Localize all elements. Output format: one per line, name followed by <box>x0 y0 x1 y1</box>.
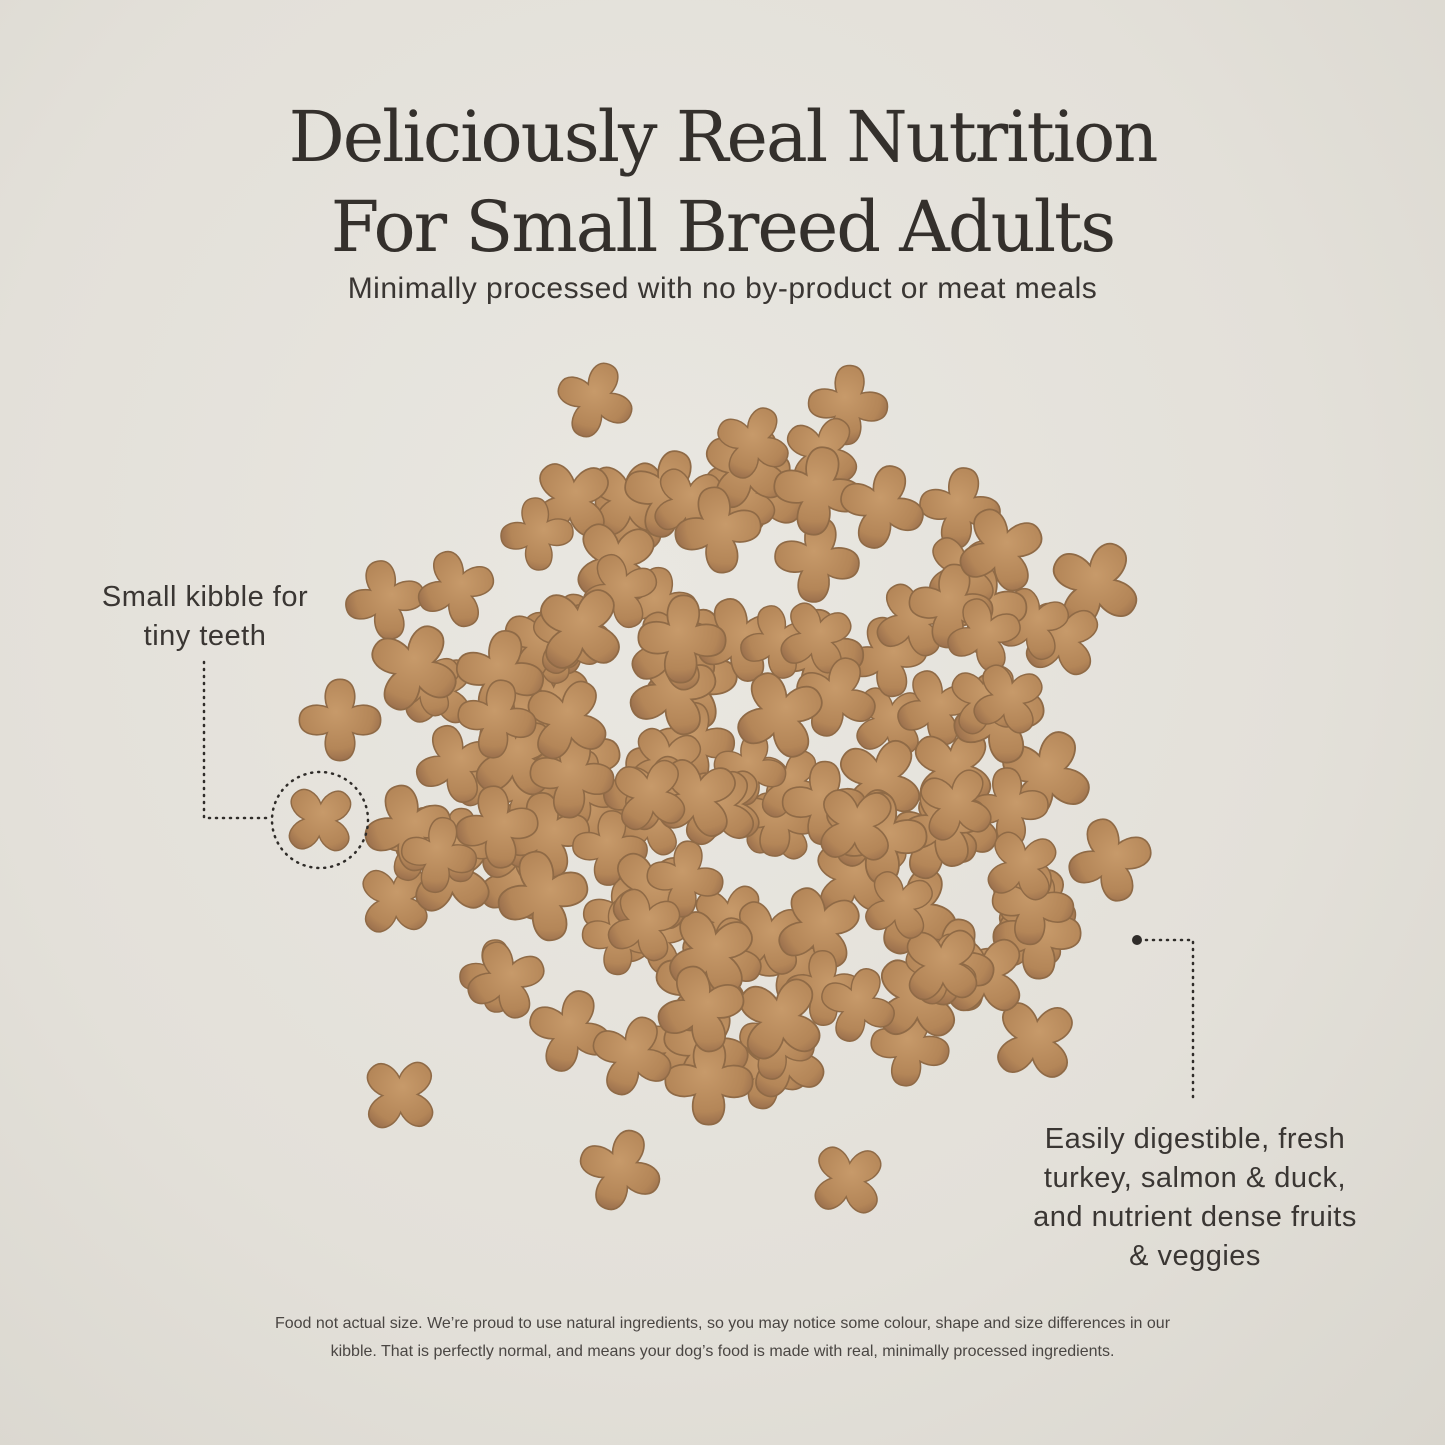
headline-line-1: Deliciously Real Nutrition <box>288 96 1159 178</box>
subtitle: Minimally processed with no by-product o… <box>347 272 1098 305</box>
callout-text: and nutrient dense fruits <box>1033 1201 1357 1233</box>
disclaimer-line-2: kibble. That is perfectly normal, and me… <box>330 1343 1115 1360</box>
callout-text: Small kibble for <box>101 581 309 613</box>
right-callout-leader-line <box>1144 938 1195 1102</box>
kibble-piece <box>544 349 646 451</box>
kibble-piece <box>343 1038 457 1152</box>
callout-text: & veggies <box>1129 1240 1261 1272</box>
headline: Deliciously Real Nutrition For Small Bre… <box>0 92 1445 272</box>
callout-text: Easily digestible, fresh <box>1044 1123 1346 1155</box>
highlight-circle <box>270 770 370 870</box>
right-callout-dot <box>1132 935 1142 945</box>
callout-text: turkey, salmon & duck, <box>1043 1162 1347 1194</box>
kibble-piece <box>793 1125 903 1235</box>
kibble-piece <box>267 767 373 873</box>
kibble-piece <box>298 678 382 762</box>
disclaimer: Food not actual size. We’re proud to use… <box>160 1310 1285 1366</box>
small-kibble-callout: Small kibble for tiny teeth <box>70 578 340 656</box>
kibble-piece <box>405 538 507 640</box>
disclaimer-line-1: Food not actual size. We’re proud to use… <box>274 1315 1171 1332</box>
ingredients-callout: Easily digestible, fresh turkey, salmon … <box>985 1120 1405 1276</box>
kibble-piece <box>566 1116 674 1224</box>
left-callout-leader-line <box>202 660 274 820</box>
headline-line-2: For Small Breed Adults <box>330 186 1116 268</box>
kibble-piece <box>1056 806 1164 914</box>
callout-text: tiny teeth <box>143 620 267 652</box>
